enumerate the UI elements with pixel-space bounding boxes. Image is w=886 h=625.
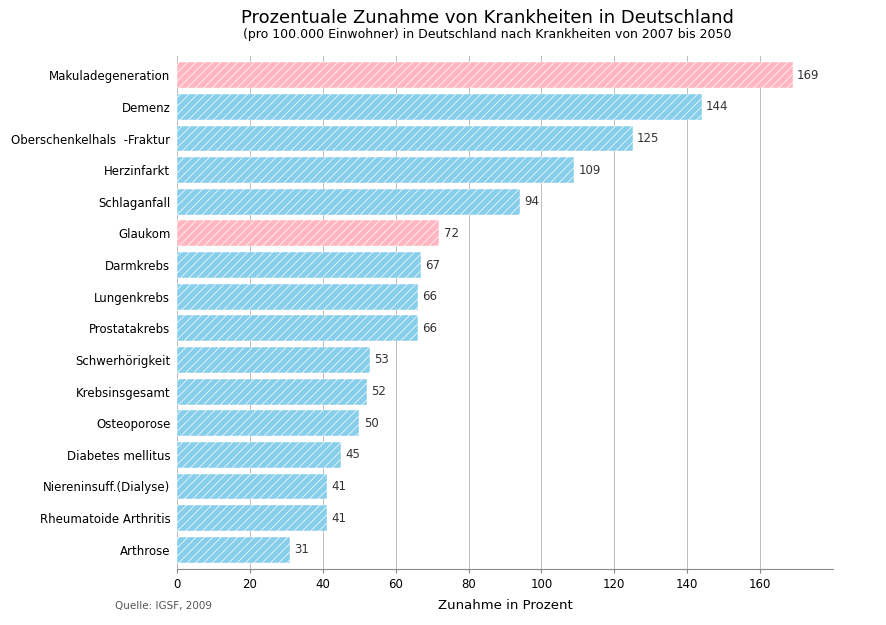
Bar <box>177 157 574 183</box>
Bar <box>177 252 421 278</box>
Text: 53: 53 <box>375 354 389 366</box>
Text: 45: 45 <box>346 448 361 461</box>
Text: 41: 41 <box>330 480 346 493</box>
Bar <box>177 505 327 531</box>
Bar <box>177 316 417 341</box>
Text: 109: 109 <box>579 164 601 177</box>
Bar <box>177 410 360 436</box>
Text: Prozentuale Zunahme von Krankheiten in Deutschland: Prozentuale Zunahme von Krankheiten in D… <box>241 9 734 28</box>
Bar <box>177 126 633 151</box>
Bar <box>177 347 370 373</box>
Bar <box>177 94 702 120</box>
Bar <box>177 474 327 499</box>
Bar <box>177 284 417 309</box>
Text: Quelle: IGSF, 2009: Quelle: IGSF, 2009 <box>115 601 212 611</box>
Text: 41: 41 <box>330 512 346 524</box>
Text: 31: 31 <box>294 543 309 556</box>
Text: 50: 50 <box>363 417 378 430</box>
Text: 52: 52 <box>371 385 386 398</box>
Text: 125: 125 <box>637 132 659 145</box>
Text: (pro 100.000 Einwohner) in Deutschland nach Krankheiten von 2007 bis 2050: (pro 100.000 Einwohner) in Deutschland n… <box>243 28 732 41</box>
Text: 94: 94 <box>524 195 539 208</box>
Text: 67: 67 <box>425 259 440 271</box>
Bar <box>177 537 290 562</box>
X-axis label: Zunahme in Prozent: Zunahme in Prozent <box>438 599 572 612</box>
Bar <box>177 62 793 88</box>
Bar <box>177 221 439 246</box>
Bar <box>177 189 519 215</box>
Text: 72: 72 <box>444 227 459 240</box>
Text: 66: 66 <box>422 290 437 303</box>
Bar <box>177 379 367 404</box>
Text: 169: 169 <box>797 69 820 82</box>
Text: 144: 144 <box>706 101 728 113</box>
Text: 66: 66 <box>422 322 437 335</box>
Bar <box>177 442 341 468</box>
